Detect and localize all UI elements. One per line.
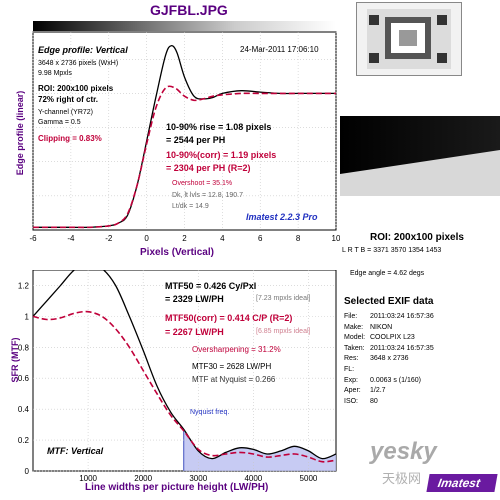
exif-key: FL:	[344, 365, 355, 373]
exif-title: Selected EXIF data	[344, 296, 434, 307]
exif-row: FL:	[344, 366, 494, 377]
watermark-site: yesky	[370, 438, 437, 465]
exif-row: Aper: 1/2.7	[344, 387, 494, 398]
side-edge-angle: Edge angle = 4.62 degs	[350, 270, 425, 277]
edge-ltdk: Lt/dk = 14.9	[172, 203, 209, 210]
edge-x-tick-label: 8	[296, 234, 301, 243]
mtf30: MTF30 = 2628 LW/PH	[192, 362, 272, 371]
edge-date: 24-Mar-2011 17:06:10	[240, 45, 319, 54]
exif-row: File: 2011:03:24 16:57:36	[344, 313, 494, 324]
exif-key: Exp:	[344, 376, 359, 384]
nyquist-region	[183, 429, 336, 471]
edge-x-tick-label: 2	[182, 234, 187, 243]
edge-x-tick-label: 4	[220, 234, 225, 243]
mtf-y-tick-label: 0.6	[18, 374, 30, 383]
mtf-at-nyquist: MTF at Nyquist = 0.266	[192, 375, 276, 384]
exif-row: ISO: 80	[344, 398, 494, 409]
mtf-ylabel: SFR (MTF)	[10, 337, 20, 383]
edge-brand: Imatest 2.2.3 Pro	[246, 212, 318, 222]
exif-row: Taken: 2011:03:24 16:57:35	[344, 345, 494, 356]
edge-rise: 10-90% rise = 1.08 pixels	[166, 122, 272, 132]
edge-title: Edge profile: Vertical	[38, 45, 128, 55]
mtf-x-tick-label: 3000	[189, 474, 207, 483]
mtf-y-tick-label: 0.8	[18, 343, 30, 352]
exif-row: Exp: 0.0063 s (1/160)	[344, 377, 494, 388]
side-lrtb: L R T B = 3371 3570 1354 1453	[342, 247, 442, 254]
edge-corrected-series	[32, 85, 336, 229]
exif-row: Make: NIKON	[344, 324, 494, 335]
exif-value: 2011:03:24 16:57:35	[370, 344, 434, 352]
mtf-x-tick-label: 2000	[134, 474, 152, 483]
mtf-x-tick-label: 5000	[300, 474, 318, 483]
side-roi: ROI: 200x100 pixels	[370, 232, 464, 243]
exif-row: Model: COOLPIX L23	[344, 334, 494, 345]
exif-key: Aper:	[344, 387, 361, 395]
edge-overshoot: Overshoot = 35.1%	[172, 180, 233, 187]
exif-value: 80	[370, 397, 378, 405]
watermark-chinese: 天极网	[382, 471, 422, 486]
edge-ylabel: Edge profile (linear)	[15, 90, 25, 176]
exif-value: 3648 x 2736	[370, 355, 409, 363]
nyquist-label: Nyquist freq.	[190, 409, 230, 416]
exif-value: 2011:03:24 16:57:36	[370, 313, 434, 320]
edge-channel: Y-channel (YR72)	[38, 109, 93, 116]
mtf-chart: 1000 2000 3000 4000 5000 0 0.2 0.4 0.6 0.8 1 1.2	[18, 270, 337, 483]
exif-value: 1/2.7	[370, 387, 386, 395]
exif-key: File:	[344, 313, 358, 320]
mtf-x-tick-label: 1000	[79, 474, 97, 483]
exif-key: Res:	[344, 355, 359, 363]
mtf50c-lw: = 2267 LW/PH	[165, 327, 224, 337]
exif-row: Res: 3648 x 2736	[344, 355, 494, 366]
mtf50c-ideal: [6.85 mpxls ideal]	[256, 328, 311, 335]
edge-rise-ph: = 2544 per PH	[166, 135, 226, 145]
exif-key: ISO:	[344, 397, 359, 405]
mtf50-ideal: [7.23 mpxls ideal]	[256, 295, 311, 302]
mtf-x-tick-label: 4000	[244, 474, 262, 483]
edge-pixels: 3648 x 2736 pixels (WxH)	[38, 60, 119, 67]
mtf-series	[32, 270, 337, 460]
mtf50: MTF50 = 0.426 Cy/Pxl	[165, 281, 257, 291]
mtf-corrected-series	[32, 310, 337, 463]
mtf-xlabel: Line widths per picture height (LW/PH)	[85, 482, 269, 493]
edge-roi-pos: 72% right of ctr.	[38, 95, 99, 104]
edge-x-tick-label: 10	[332, 234, 340, 243]
edge-mpxls: 9.98 Mpxls	[38, 70, 72, 77]
edge-profile-chart: -6 -4 -2 0 2 4 6 8 10	[29, 31, 340, 243]
edge-x-tick-label: -4	[67, 234, 75, 243]
oversharp: Oversharpening = 31.2%	[192, 345, 281, 354]
edge-gamma: Gamma = 0.5	[38, 119, 81, 126]
exif-key: Make:	[344, 323, 364, 331]
edge-xlabel: Pixels (Vertical)	[140, 247, 214, 258]
mtf-y-tick-label: 1.2	[18, 281, 30, 290]
mtf-y-tick-label: 0.4	[18, 405, 30, 414]
edge-clipping: Clipping = 0.83%	[38, 134, 102, 143]
exif-key: Taken:	[344, 344, 365, 352]
imatest-logo: Imatest	[426, 474, 498, 492]
exif-key: Model:	[344, 334, 366, 342]
test-chart-thumbnail	[356, 2, 462, 76]
watermark-brand: Imatest	[436, 476, 482, 490]
mtf50c: MTF50(corr) = 0.414 C/P (R=2)	[165, 313, 293, 323]
edge-rise-corr-ph: = 2304 per PH (R=2)	[166, 163, 251, 173]
roi-crop-image	[340, 116, 500, 196]
edge-x-tick-label: 6	[258, 234, 263, 243]
edge-x-tick-label: 0	[144, 234, 149, 243]
edge-x-tick-label: -2	[105, 234, 113, 243]
mtf-y-tick-label: 1	[25, 312, 30, 321]
edge-dk-lt: Dk, lt lvls = 12.8, 190.7	[172, 192, 244, 199]
edge-rise-corr: 10-90%(corr) = 1.19 pixels	[166, 150, 277, 160]
exif-value: 0.0063 s (1/160)	[370, 376, 421, 384]
edge-roi: ROI: 200x100 pixels	[38, 84, 114, 93]
mtf50-lw: = 2329 LW/PH	[165, 294, 224, 304]
mtf-corner-label: MTF: Vertical	[47, 446, 104, 456]
gray-gradient-strip	[33, 21, 336, 31]
exif-value: COOLPIX L23	[370, 334, 415, 342]
watermark: yesky 天极网 Imatest	[370, 438, 498, 496]
edge-x-tick-label: -6	[29, 234, 37, 243]
exif-value: NIKON	[370, 323, 393, 331]
file-title: GJFBL.JPG	[150, 2, 228, 18]
exif-list: File: 2011:03:24 16:57:36 Make: NIKON Model:…	[344, 313, 494, 408]
mtf-y-tick-label: 0.2	[18, 436, 30, 445]
mtf-y-tick-label: 0	[25, 467, 30, 476]
